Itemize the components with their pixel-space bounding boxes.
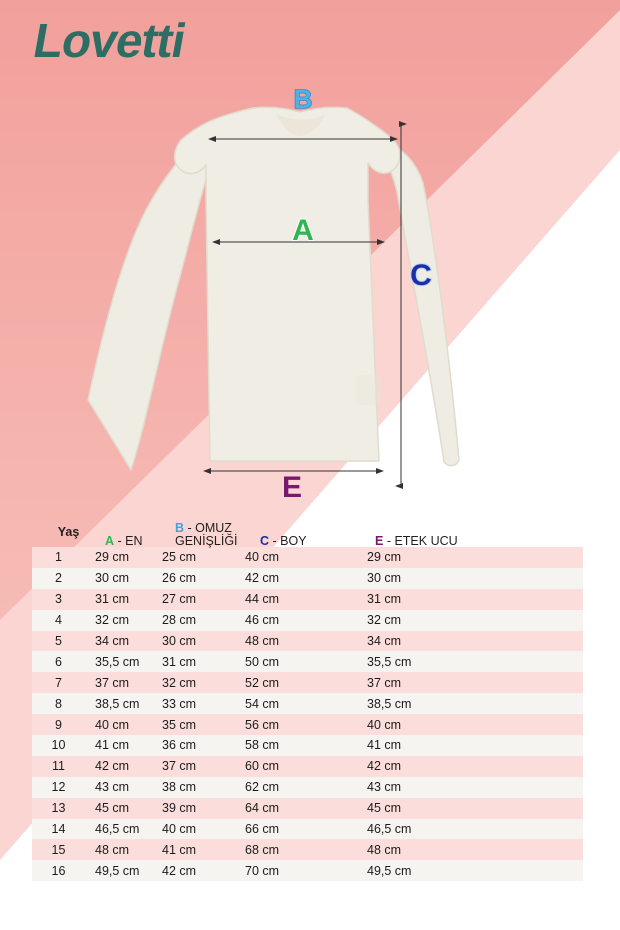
svg-text:E: E [282, 471, 302, 500]
svg-text:A: A [292, 214, 314, 247]
svg-text:C: C [410, 259, 432, 292]
svg-text:B: B [294, 84, 313, 114]
